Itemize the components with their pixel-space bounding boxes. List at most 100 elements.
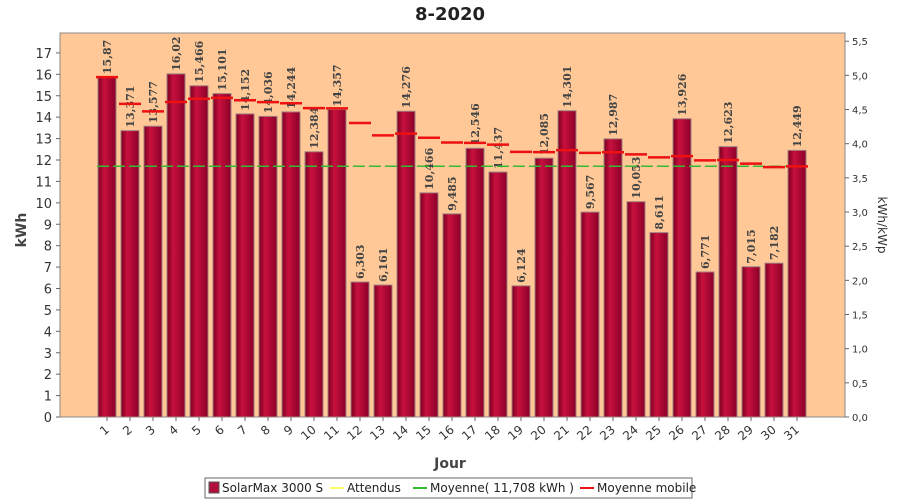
bar xyxy=(304,151,324,418)
x-tick-label: 29 xyxy=(735,423,756,444)
x-tick-label: 8 xyxy=(258,423,273,439)
value-label: 7,182 xyxy=(768,226,781,260)
x-tick-label: 20 xyxy=(528,423,549,444)
y2-tick-label: 4,0 xyxy=(852,140,868,151)
y-tick-label: 2 xyxy=(44,368,52,383)
y-tick-label: 8 xyxy=(44,240,52,255)
bar xyxy=(580,211,600,418)
bar xyxy=(442,213,462,418)
value-label: 13,371 xyxy=(124,86,137,128)
value-label: 14,152 xyxy=(239,69,252,111)
bar xyxy=(396,110,416,418)
bar xyxy=(281,111,301,418)
x-tick-label: 15 xyxy=(413,423,434,444)
x-tick-label: 11 xyxy=(321,423,342,444)
x-tick-label: 9 xyxy=(281,423,296,439)
x-axis-label: Jour xyxy=(433,456,466,472)
bar xyxy=(557,110,577,418)
bar xyxy=(350,281,370,418)
y2-tick-label: 4,5 xyxy=(852,106,868,117)
legend-swatch xyxy=(208,481,220,494)
y2-tick-label: 1,0 xyxy=(852,345,868,356)
y2-tick-label: 2,5 xyxy=(852,242,868,253)
value-label: 14,036 xyxy=(262,71,275,113)
y2-axis-label: kWh/kWp xyxy=(875,197,889,254)
x-tick-label: 14 xyxy=(390,423,411,444)
y-tick-label: 10 xyxy=(35,197,52,212)
bar xyxy=(764,262,784,418)
x-tick-label: 27 xyxy=(689,423,710,444)
x-tick-label: 18 xyxy=(482,423,503,444)
value-label: 8,611 xyxy=(653,195,666,229)
x-tick-label: 2 xyxy=(120,423,135,439)
x-tick-label: 1 xyxy=(97,423,112,439)
x-tick-label: 28 xyxy=(712,423,733,444)
x-tick-label: 17 xyxy=(459,423,480,444)
x-tick-label: 10 xyxy=(298,423,319,444)
x-tick-label: 19 xyxy=(505,423,526,444)
value-label: 14,244 xyxy=(285,66,298,108)
value-label: 14,301 xyxy=(561,66,574,108)
bar xyxy=(695,271,715,418)
bar xyxy=(189,85,209,418)
bar xyxy=(120,130,140,418)
y-tick-label: 11 xyxy=(35,175,52,190)
bar xyxy=(534,157,554,418)
y-tick-label: 17 xyxy=(35,47,52,62)
x-tick-label: 25 xyxy=(643,423,664,444)
x-tick-label: 6 xyxy=(212,423,227,439)
value-label: 6,161 xyxy=(377,248,390,282)
value-label: 13,926 xyxy=(676,73,689,115)
value-label: 15,101 xyxy=(216,48,229,90)
y2-tick-label: 2,0 xyxy=(852,276,868,287)
value-labels: 15,87 13,371 13,577 16,02 15,466 15,101 14,152… xyxy=(101,36,804,282)
legend xyxy=(204,477,693,499)
y-tick-label: 14 xyxy=(35,111,52,126)
value-label: 10,466 xyxy=(423,147,436,189)
bar xyxy=(672,118,692,418)
value-label: 6,771 xyxy=(699,235,712,269)
y-tick-label: 5 xyxy=(44,304,52,319)
y-tick-label: 3 xyxy=(44,347,52,362)
x-tick-label: 16 xyxy=(436,423,457,444)
bar xyxy=(373,284,393,418)
x-tick-label: 22 xyxy=(574,423,595,444)
bar xyxy=(649,232,669,418)
x-tick-label: 23 xyxy=(597,423,618,444)
bar xyxy=(143,125,163,418)
y-tick-label: 15 xyxy=(35,90,52,105)
x-tick-label: 4 xyxy=(166,423,181,439)
chart-title: 8-2020 xyxy=(415,4,485,25)
legend-label: Moyenne mobile xyxy=(597,481,696,495)
bar xyxy=(511,285,531,418)
bar xyxy=(741,266,761,418)
bar xyxy=(97,76,117,418)
y2-tick-label: 1,5 xyxy=(852,311,868,322)
bar xyxy=(787,149,807,418)
bar xyxy=(258,115,278,418)
y2-tick-label: 5,5 xyxy=(852,37,868,48)
x-tick-label: 24 xyxy=(620,423,641,444)
value-label: 12,449 xyxy=(791,105,804,147)
y-tick-label: 4 xyxy=(44,325,52,340)
value-label: 6,124 xyxy=(515,248,528,283)
x-tick-label: 26 xyxy=(666,423,687,444)
y2-tick-label: 0,5 xyxy=(852,379,868,390)
legend-items: SolarMax 3000 S Attendus Moyenne( 11,708 k… xyxy=(208,481,696,495)
bar xyxy=(235,113,255,418)
value-label: 16,02 xyxy=(170,36,183,70)
value-label: 10,053 xyxy=(630,157,643,199)
bar xyxy=(488,171,508,418)
value-label: 14,357 xyxy=(331,64,344,106)
value-label: 9,485 xyxy=(446,176,459,210)
bar xyxy=(419,192,439,418)
legend-label: Moyenne( 11,708 kWh ) xyxy=(430,481,574,495)
y-axis-label: kWh xyxy=(14,213,30,248)
x-tick-label: 31 xyxy=(781,423,802,444)
bar xyxy=(626,201,646,418)
legend-label: SolarMax 3000 S xyxy=(222,481,323,495)
bar xyxy=(465,147,485,418)
value-label: 15,87 xyxy=(101,40,114,74)
x-tick-label: 12 xyxy=(344,423,365,444)
